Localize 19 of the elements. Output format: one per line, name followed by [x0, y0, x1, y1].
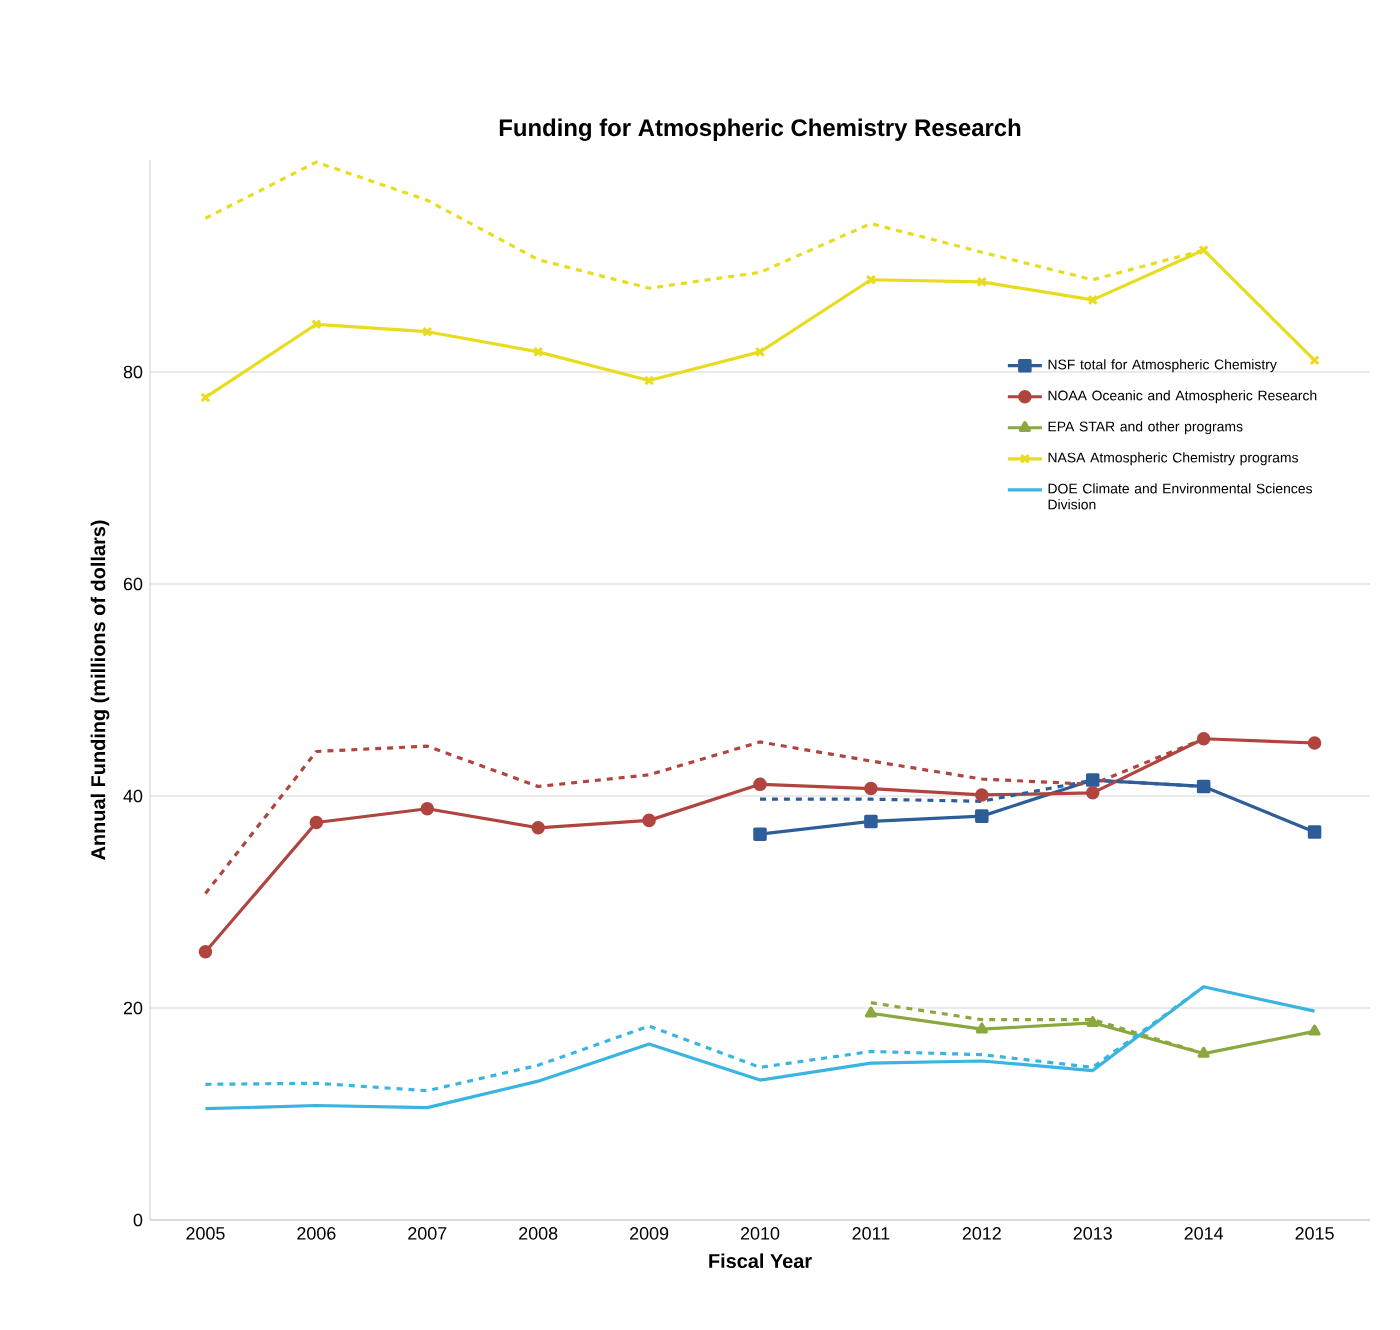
x-tick-label: 2008: [519, 1227, 558, 1240]
x-tick-label: 2005: [186, 1227, 225, 1240]
x-tick-label: 2012: [962, 1227, 1001, 1240]
x-tick-label: 2010: [740, 1227, 780, 1240]
y-tick-label: 80: [123, 365, 143, 379]
x-tick-label: 2014: [1184, 1227, 1224, 1240]
y-tick-label: 20: [123, 1001, 143, 1015]
x-tick-label: 2006: [297, 1227, 336, 1240]
y-tick-label: 40: [123, 789, 143, 803]
x-tick-label: 2011: [852, 1227, 890, 1240]
y-tick-label: 0: [133, 1213, 143, 1227]
y-tick-label: 60: [123, 577, 143, 591]
x-tick-label: 2009: [630, 1227, 669, 1240]
x-tick-label: 2013: [1073, 1227, 1112, 1240]
chart-title: Funding for Atmospheric Chemistry Research: [499, 118, 1021, 141]
x-tick-label: 2015: [1295, 1227, 1334, 1240]
x-axis-title: Fiscal Year: [709, 1253, 812, 1269]
y-axis-title: Annual Funding (millions of dollars): [90, 520, 110, 860]
x-tick-label: 2007: [408, 1227, 447, 1240]
